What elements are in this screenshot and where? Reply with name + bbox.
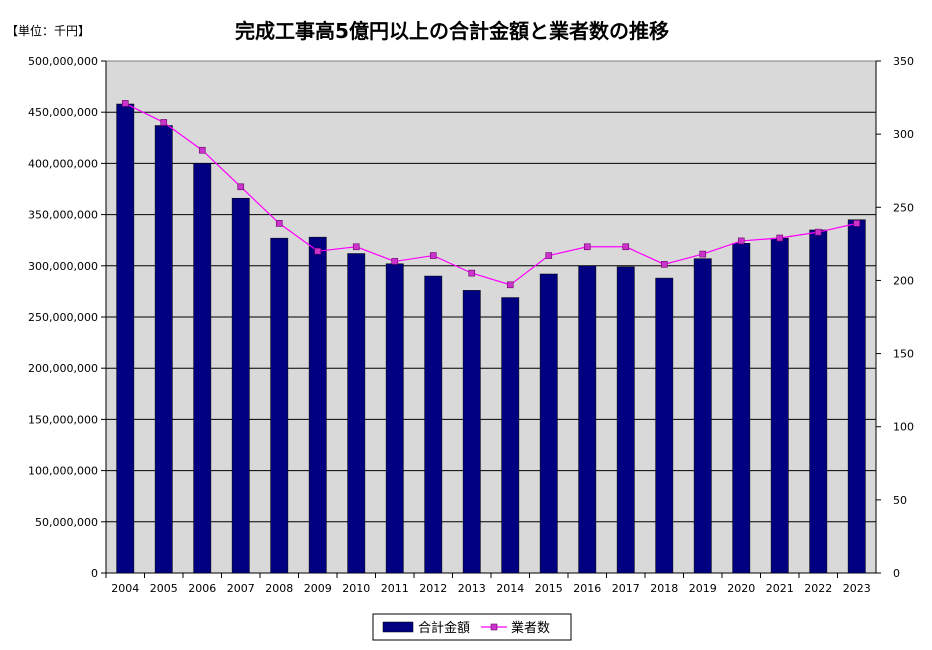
bar [809, 229, 828, 574]
x-tick-label: 2009 [304, 582, 332, 595]
bar [462, 290, 481, 574]
line-point [583, 243, 591, 251]
line-point [814, 228, 822, 236]
x-tick-label: 2022 [804, 582, 832, 595]
line-point [237, 183, 245, 191]
x-tick-label: 2021 [766, 582, 794, 595]
x-tick-label: 2019 [689, 582, 717, 595]
line-point [121, 100, 129, 107]
legend-line-marker [490, 623, 498, 631]
x-tick-label: 2004 [111, 582, 139, 595]
legend-line-label: 業者数 [511, 620, 550, 636]
unit-label: 【単位：千円】 [6, 23, 90, 38]
x-tick-label: 2015 [535, 582, 563, 595]
plot-area: 0 50,000,000 100,000,000 150,000,000 200,000… [28, 55, 914, 595]
bar [770, 237, 789, 574]
bar [424, 275, 443, 574]
legend-bar-swatch [382, 621, 414, 633]
y-left-tick-label: 450,000,000 [28, 106, 98, 119]
bar [231, 197, 250, 574]
line-point [468, 269, 476, 277]
y-right-tick-label: 100 [893, 421, 914, 434]
y-left-tick-label: 250,000,000 [28, 311, 98, 324]
line-point [352, 243, 360, 251]
bar [693, 258, 712, 574]
line-point [660, 261, 668, 268]
series-line [124, 102, 857, 286]
bar [732, 243, 751, 574]
line-point [545, 252, 553, 259]
x-tick-label: 2005 [150, 582, 178, 595]
x-tick-label: 2020 [727, 582, 755, 595]
x-tick-label: 2006 [188, 582, 216, 595]
line-point [622, 243, 630, 251]
bar [308, 236, 327, 574]
line-point [506, 281, 514, 289]
line-point [391, 258, 399, 265]
line-point [198, 146, 206, 154]
line-point [429, 252, 437, 259]
y-right-tick-label: 50 [893, 494, 907, 507]
y-left-tick-label: 100,000,000 [28, 465, 98, 478]
x-tick-label: 2014 [496, 582, 524, 595]
x-tick-label: 2007 [227, 582, 255, 595]
x-tick-label: 2010 [342, 582, 370, 595]
line-point [160, 119, 168, 126]
bar [154, 125, 173, 574]
line-point [776, 234, 784, 242]
line-point [737, 237, 745, 245]
x-tick-label: 2018 [650, 582, 678, 595]
x-tick-label: 2013 [458, 582, 486, 595]
y-right-tick-label: 150 [893, 348, 914, 361]
y-right-tick-label: 350 [893, 55, 914, 68]
bar [501, 297, 520, 574]
legend-bar-label: 合計金額 [418, 620, 470, 636]
x-tick-label: 2023 [843, 582, 871, 595]
y-right-tick-label: 250 [893, 201, 914, 214]
y-left-tick-label: 0 [91, 567, 98, 580]
bar [616, 266, 635, 574]
y-right-tick-label: 200 [893, 274, 914, 287]
bar [847, 219, 866, 574]
bar [578, 265, 597, 574]
bar [655, 277, 674, 574]
x-tick-label: 2008 [265, 582, 293, 595]
bar [193, 163, 212, 574]
y-left-tick-label: 50,000,000 [35, 516, 98, 529]
y-left-tick-label: 500,000,000 [28, 55, 98, 68]
x-tick-label: 2011 [381, 582, 409, 595]
bar [385, 263, 404, 574]
y-left-tick-label: 150,000,000 [28, 413, 98, 426]
bar [539, 273, 558, 574]
y-right-tick-label: 300 [893, 128, 914, 141]
y-left-tick-label: 300,000,000 [28, 260, 98, 273]
line-point [699, 250, 707, 258]
y-left-tick-label: 350,000,000 [28, 209, 98, 222]
x-tick-label: 2017 [612, 582, 640, 595]
line-point [853, 220, 861, 227]
chart-title: 完成工事高5億円以上の合計金額と業者数の推移 [235, 19, 669, 43]
legend: 合計金額 業者数 [372, 613, 572, 641]
bar [347, 253, 366, 574]
y-left-tick-label: 400,000,000 [28, 157, 98, 170]
y-right-tick-label: 0 [893, 567, 900, 580]
line-point [314, 247, 322, 255]
y-left-tick-label: 200,000,000 [28, 362, 98, 375]
bar [270, 237, 289, 574]
x-tick-label: 2012 [419, 582, 447, 595]
line-point [275, 220, 283, 227]
x-tick-label: 2016 [573, 582, 601, 595]
bar [116, 103, 135, 574]
